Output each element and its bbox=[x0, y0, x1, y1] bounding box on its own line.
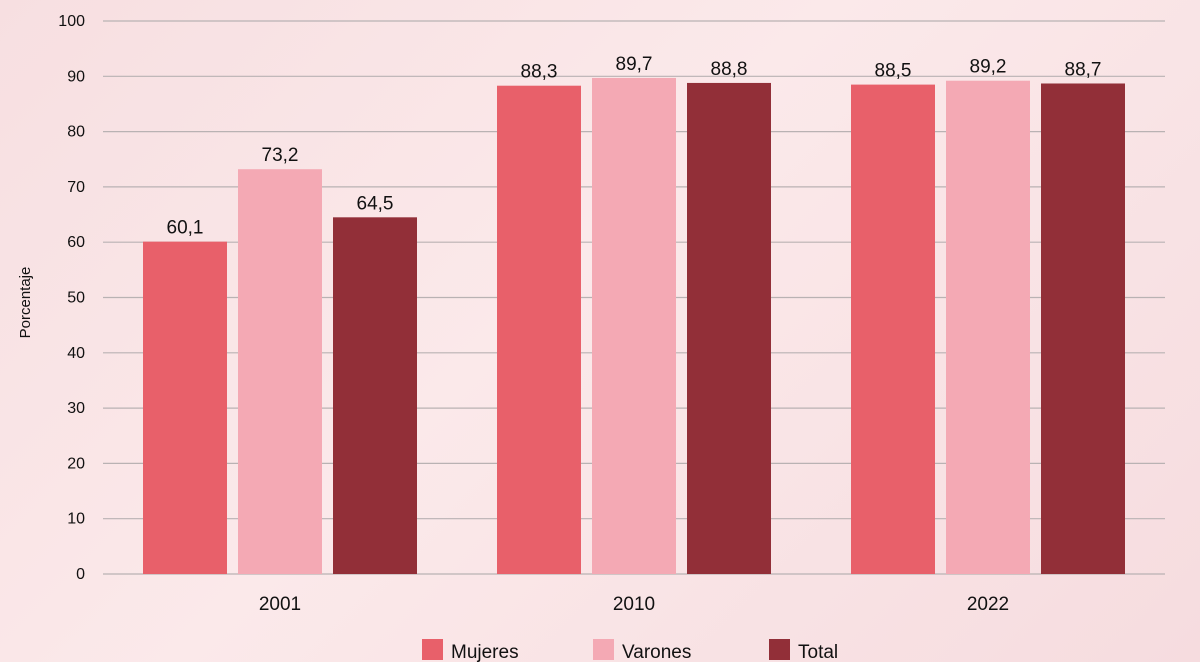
data-label: 64,5 bbox=[357, 193, 394, 214]
data-label: 88,8 bbox=[711, 59, 748, 80]
y-tick-label: 70 bbox=[67, 179, 85, 196]
y-axis-title: Porcentaje bbox=[17, 267, 34, 339]
y-axis: 0 10 20 30 40 50 60 70 80 90 100 Porcentaje bbox=[17, 13, 85, 583]
bar-mujeres-2022 bbox=[851, 84, 935, 574]
bar-mujeres-2010 bbox=[497, 85, 581, 575]
data-label: 89,7 bbox=[616, 54, 653, 75]
legend-label: Mujeres bbox=[451, 642, 519, 662]
legend-item-total: Total bbox=[769, 639, 838, 662]
x-category-label: 2022 bbox=[967, 594, 1009, 615]
legend: Mujeres Varones Total bbox=[422, 639, 838, 662]
y-tick-label: 50 bbox=[67, 290, 85, 307]
data-label: 89,2 bbox=[970, 57, 1007, 78]
legend-label: Varones bbox=[622, 642, 691, 662]
x-category-label: 2001 bbox=[259, 594, 301, 615]
y-tick-label: 40 bbox=[67, 345, 85, 362]
y-tick-label: 80 bbox=[67, 124, 85, 141]
bars bbox=[143, 77, 1125, 575]
data-labels: 60,1 73,2 64,5 88,3 89,7 88,8 88,5 89,2 88,7 bbox=[167, 54, 1102, 239]
x-axis: 2001 2010 2022 bbox=[259, 594, 1009, 615]
bar-varones-2022 bbox=[946, 80, 1030, 574]
y-tick-label: 10 bbox=[67, 511, 85, 528]
legend-item-varones: Varones bbox=[593, 639, 691, 662]
bar-varones-2010 bbox=[592, 77, 676, 575]
legend-label: Total bbox=[798, 642, 838, 662]
y-tick-label: 30 bbox=[67, 400, 85, 417]
data-label: 60,1 bbox=[167, 218, 204, 239]
legend-swatch bbox=[769, 639, 790, 660]
y-tick-label: 100 bbox=[58, 13, 85, 30]
legend-swatch bbox=[593, 639, 614, 660]
y-tick-label: 90 bbox=[67, 68, 85, 85]
data-label: 88,3 bbox=[521, 62, 558, 83]
y-tick-label: 60 bbox=[67, 234, 85, 251]
data-label: 88,5 bbox=[875, 61, 912, 82]
bar-total-2022 bbox=[1041, 83, 1125, 574]
bar-total-2001 bbox=[333, 217, 417, 574]
bar-mujeres-2001 bbox=[143, 241, 227, 574]
data-label: 73,2 bbox=[262, 145, 299, 166]
y-tick-label: 20 bbox=[67, 455, 85, 472]
y-tick-label: 0 bbox=[76, 566, 85, 583]
bar-total-2010 bbox=[687, 82, 771, 574]
data-label: 88,7 bbox=[1065, 59, 1102, 80]
x-category-label: 2010 bbox=[613, 594, 655, 615]
bar-varones-2001 bbox=[238, 169, 322, 575]
legend-item-mujeres: Mujeres bbox=[422, 639, 519, 662]
legend-swatch bbox=[422, 639, 443, 660]
